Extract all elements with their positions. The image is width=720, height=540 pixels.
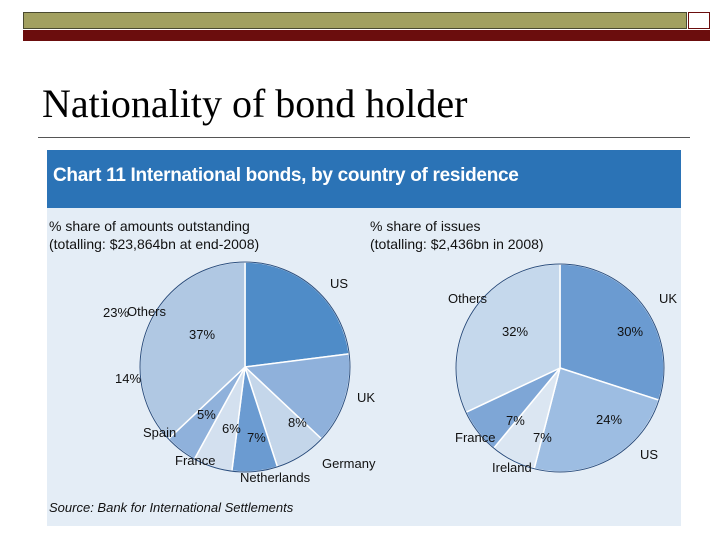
right-name-label-ireland: Ireland [492,460,532,475]
left-pie: 23% US 14% UK 8% Germany 7% Netherlands 6% France… [103,261,376,485]
right-name-label-uk: UK [659,291,677,306]
header-band-corner [688,12,710,29]
left-pie-outline [139,261,351,473]
header-band-maroon [23,30,710,41]
right-subtitle-line2: (totalling: $2,436bn in 2008) [370,236,544,252]
right-name-label-us: US [640,447,658,462]
right-value-label-uk: 30% [617,324,643,339]
source-note: Source: Bank for International Settlemen… [49,500,294,515]
left-name-label-us: US [330,276,348,291]
left-value-label-uk: 14% [115,371,141,386]
left-value-label-netherlands: 7% [247,430,266,445]
right-name-label-others: Others [448,291,488,306]
left-name-label-france: France [175,453,215,468]
left-name-label-germany: Germany [322,456,376,471]
left-value-label-germany: 8% [288,415,307,430]
header-band-olive [23,12,687,29]
right-subtitle-line1: % share of issues [370,218,481,234]
right-name-label-france: France [455,430,495,445]
title-divider [38,137,690,138]
pie-charts: 23% US 14% UK 8% Germany 7% Netherlands 6% France… [103,261,677,485]
chart-title: Chart 11 International bonds, by country… [53,165,519,186]
left-name-label-others: Others [127,304,167,319]
left-subtitle-line2: (totalling: $23,864bn at end-2008) [49,236,260,252]
left-value-label-france: 6% [222,421,241,436]
slide-title: Nationality of bond holder [42,81,468,126]
left-value-label-others: 37% [189,327,215,342]
left-value-label-spain: 5% [197,407,216,422]
left-name-label-netherlands: Netherlands [240,470,311,485]
left-subtitle-line1: % share of amounts outstanding [49,218,250,234]
left-name-label-spain: Spain [143,425,176,440]
chart-panel: Chart 11 International bonds, by country… [47,150,681,526]
right-value-label-us: 24% [596,412,622,427]
chart-header-bar: Chart 11 International bonds, by country… [47,150,681,208]
right-pie-outline [455,263,665,473]
left-value-label-us: 23% [103,305,129,320]
left-name-label-uk: UK [357,390,375,405]
right-value-label-others: 32% [502,324,528,339]
right-value-label-ireland: 7% [533,430,552,445]
right-value-label-france: 7% [506,413,525,428]
